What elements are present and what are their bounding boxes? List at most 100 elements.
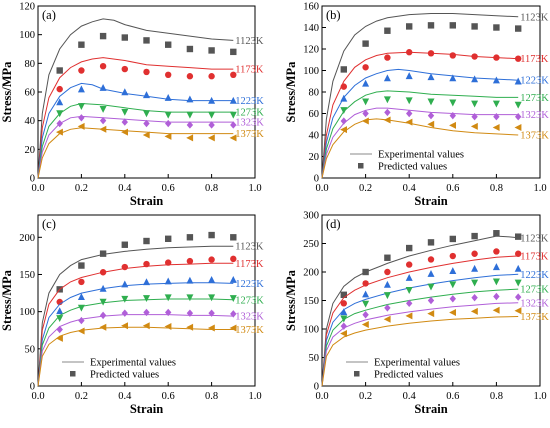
- predicted-marker: [229, 324, 237, 332]
- predicted-marker: [362, 40, 369, 47]
- series-1323K: 1323K: [321, 107, 549, 179]
- y-tick-label: 40: [25, 116, 36, 127]
- predicted-marker: [493, 24, 500, 31]
- predicted-marker: [515, 233, 522, 240]
- predicted-marker: [340, 117, 347, 125]
- predicted-marker: [164, 323, 172, 331]
- series-1323K: 1323K: [37, 308, 264, 387]
- predicted-marker: [493, 292, 500, 301]
- experimental-line: [321, 118, 519, 179]
- predicted-marker: [383, 280, 391, 288]
- y-tick-label: 160: [303, 2, 319, 13]
- y-tick-label: 120: [19, 2, 35, 13]
- predicted-marker: [340, 107, 348, 114]
- x-tick-label: 0.0: [315, 183, 328, 194]
- predicted-marker: [515, 25, 522, 32]
- panel-label: (d): [326, 217, 341, 231]
- x-tick-label: 0.4: [118, 183, 132, 194]
- y-tick-label: 80: [309, 88, 320, 99]
- predicted-marker: [427, 98, 435, 106]
- predicted-marker: [449, 281, 457, 289]
- predicted-marker: [340, 94, 348, 102]
- predicted-marker: [405, 287, 413, 294]
- predicted-marker: [56, 85, 63, 93]
- experimental-line: [37, 18, 234, 179]
- predicted-marker: [492, 278, 500, 286]
- predicted-marker: [143, 68, 150, 76]
- predicted-marker: [362, 290, 370, 298]
- y-tick-label: 300: [303, 211, 319, 222]
- predicted-marker: [427, 256, 435, 263]
- series-1173K: 1173K: [321, 49, 549, 179]
- predicted-marker: [383, 292, 391, 300]
- predicted-marker: [208, 309, 215, 317]
- experimental-line: [37, 127, 234, 179]
- predicted-marker: [362, 268, 369, 276]
- y-tick-label: 80: [25, 59, 36, 70]
- predicted-marker: [471, 100, 479, 108]
- experimental-line: [321, 107, 519, 179]
- predicted-marker: [449, 74, 457, 82]
- legend-marker-swatch: [70, 371, 76, 377]
- predicted-marker: [230, 310, 237, 318]
- predicted-marker: [186, 234, 194, 241]
- predicted-marker: [340, 300, 347, 307]
- predicted-marker: [515, 113, 522, 121]
- x-tick-label: 0.2: [75, 391, 88, 402]
- x-tick-label: 0.2: [359, 183, 372, 194]
- x-axis-title: Strain: [130, 402, 163, 416]
- series-label: 1123K: [520, 233, 549, 244]
- predicted-marker: [340, 330, 347, 338]
- y-tick-label: 100: [19, 307, 35, 318]
- predicted-marker: [492, 76, 500, 84]
- experimental-line: [321, 68, 519, 179]
- predicted-marker: [99, 298, 107, 306]
- predicted-marker: [186, 95, 194, 103]
- predicted-marker: [164, 111, 172, 119]
- series-label: 1223K: [235, 96, 264, 107]
- predicted-marker: [406, 109, 413, 118]
- y-tick-label: 250: [303, 239, 319, 250]
- predicted-marker: [362, 64, 369, 71]
- series-1373K: 1373K: [37, 122, 264, 179]
- predicted-marker: [471, 250, 478, 257]
- x-tick-label: 0.8: [205, 391, 218, 402]
- x-tick-label: 1.0: [248, 183, 261, 194]
- predicted-marker: [514, 123, 522, 131]
- predicted-marker: [143, 91, 150, 99]
- predicted-marker: [121, 128, 128, 136]
- predicted-marker: [56, 119, 63, 128]
- series-1123K: 1123K: [37, 231, 264, 387]
- predicted-marker: [362, 109, 369, 118]
- series-1223K: 1223K: [37, 82, 264, 179]
- predicted-marker: [340, 322, 347, 330]
- predicted-marker: [470, 307, 478, 315]
- predicted-marker: [514, 307, 522, 315]
- predicted-marker: [493, 230, 500, 237]
- predicted-marker: [514, 77, 522, 85]
- predicted-marker: [165, 119, 172, 128]
- y-tick-label: 0: [314, 174, 319, 185]
- predicted-marker: [362, 311, 369, 319]
- predicted-marker: [78, 67, 85, 74]
- legend-marker-swatch: [354, 371, 360, 377]
- x-tick-label: 0.2: [75, 183, 88, 194]
- predicted-marker: [471, 75, 479, 83]
- x-tick-label: 0.6: [446, 391, 459, 402]
- predicted-marker: [405, 97, 413, 105]
- panel-label: (b): [326, 8, 341, 22]
- y-tick-label: 0: [314, 382, 319, 393]
- panel-label: (c): [42, 217, 56, 231]
- y-tick-label: 50: [309, 353, 320, 364]
- series-1323K: 1323K: [37, 114, 264, 179]
- predicted-marker: [471, 279, 479, 287]
- predicted-marker: [186, 276, 194, 284]
- predicted-marker: [406, 49, 413, 56]
- predicted-marker: [340, 126, 347, 134]
- predicted-marker: [384, 108, 391, 117]
- series-label: 1373K: [235, 129, 264, 140]
- predicted-marker: [56, 67, 63, 74]
- y-tick-label: 100: [303, 66, 319, 77]
- predicted-marker: [143, 278, 150, 286]
